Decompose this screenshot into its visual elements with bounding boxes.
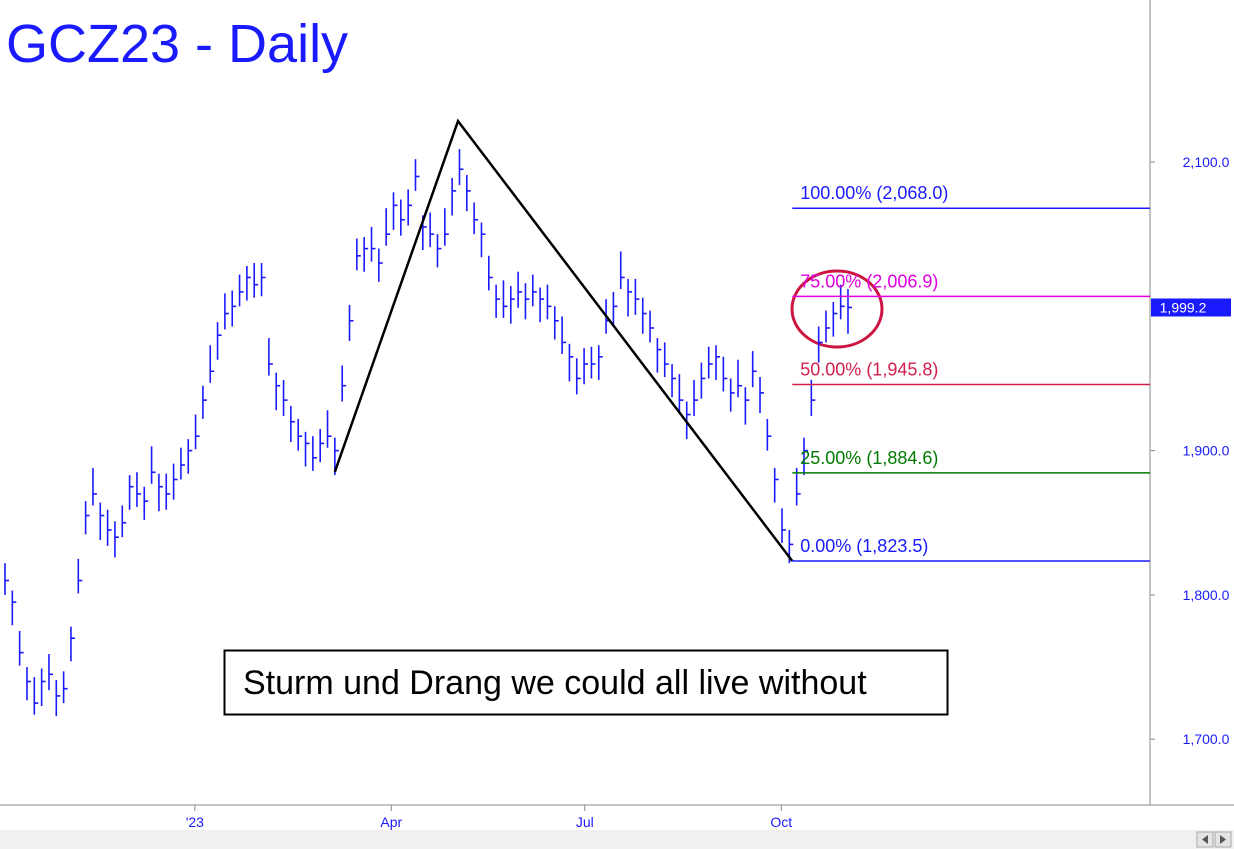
- x-tick-label: '23: [186, 814, 204, 830]
- fib-label: 25.00% (1,884.6): [800, 448, 938, 468]
- scroll-track[interactable]: [0, 830, 1234, 849]
- chart-title: GCZ23 - Daily: [6, 14, 348, 74]
- y-tick-label: 2,100.0: [1183, 154, 1230, 170]
- highlight-circle: [790, 269, 884, 349]
- arrow-icon: [1202, 835, 1208, 844]
- annotation-box: [223, 649, 949, 716]
- pattern-line: [333, 118, 794, 562]
- x-tick-label: Jul: [576, 814, 594, 830]
- y-tick-label: 1,700.0: [1183, 731, 1230, 747]
- fib-label: 75.00% (2,006.9): [800, 271, 938, 291]
- fib-label: 50.00% (1,945.8): [800, 360, 938, 380]
- fib-label: 100.00% (2,068.0): [800, 183, 948, 203]
- y-tick-label: 1,800.0: [1183, 587, 1230, 603]
- x-tick-label: Apr: [380, 814, 402, 830]
- last-price-box: [1151, 298, 1231, 317]
- y-tick-label: 1,900.0: [1183, 443, 1230, 459]
- arrow-icon: [1220, 835, 1226, 844]
- last-price-label: 1,999.2: [1160, 299, 1207, 315]
- x-tick-label: Oct: [770, 814, 792, 830]
- scrollbar[interactable]: [0, 830, 1234, 849]
- annotation-text: Sturm und Drang we could all live withou…: [243, 664, 867, 702]
- fib-label: 0.00% (1,823.5): [800, 536, 928, 556]
